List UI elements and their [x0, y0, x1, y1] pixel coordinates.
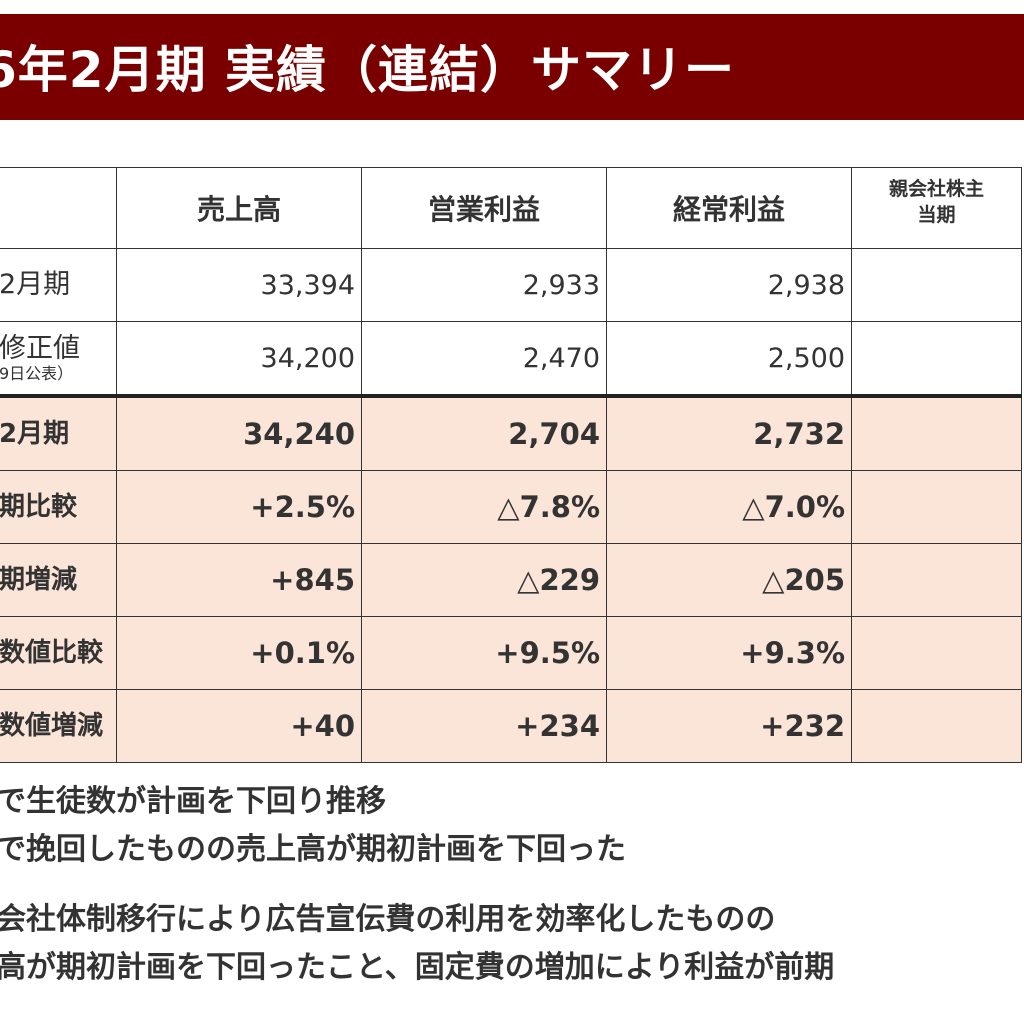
cell-operating-profit: △229 — [361, 543, 608, 617]
header-ordinary-profit: 経常利益 — [606, 167, 853, 249]
cell-ordinary-profit: △205 — [606, 543, 853, 617]
header-operating-profit: 営業利益 — [361, 167, 608, 249]
page-title: 6年2月期 実績（連結）サマリー — [0, 41, 735, 99]
cell-operating-profit: △7.8% — [361, 470, 608, 544]
cell-net-profit — [851, 394, 1022, 471]
cell-ordinary-profit: △7.0% — [606, 470, 853, 544]
cell-ordinary-profit: +9.3% — [606, 616, 853, 690]
cell-ordinary-profit: +232 — [606, 689, 853, 763]
title-banner: 6年2月期 実績（連結）サマリー — [0, 14, 1024, 120]
cell-operating-profit: +234 — [361, 689, 608, 763]
cell-sales: +40 — [116, 689, 363, 763]
header-net-profit-line1: 親会社株主 — [889, 178, 985, 200]
note-line: 高が期初計画を下回ったこと、固定費の増加により利益が前期 — [0, 950, 835, 985]
row-label: 数値比較 — [0, 616, 118, 690]
cell-net-profit — [851, 616, 1022, 690]
table-row: 2月期 34,240 2,704 2,732 — [0, 394, 1022, 471]
summary-table: 売上高 営業利益 経常利益 親会社株主 当期 2月期 33,394 2,933 … — [0, 167, 1022, 763]
cell-sales: 34,200 — [116, 321, 363, 397]
cell-operating-profit: 2,704 — [361, 394, 608, 471]
table-row: 数値比較 +0.1% +9.5% +9.3% — [0, 616, 1022, 690]
cell-ordinary-profit: 2,732 — [606, 394, 853, 471]
header-sales: 売上高 — [116, 167, 363, 249]
cell-ordinary-profit: 2,938 — [606, 248, 853, 322]
table-row: 期増減 +845 △229 △205 — [0, 543, 1022, 617]
table-row: 期比較 +2.5% △7.8% △7.0% — [0, 470, 1022, 544]
cell-net-profit — [851, 689, 1022, 763]
cell-operating-profit: 2,933 — [361, 248, 608, 322]
table-row: 数値増減 +40 +234 +232 — [0, 689, 1022, 763]
table-row: 2月期 33,394 2,933 2,938 — [0, 248, 1022, 322]
note-line: 会社体制移行により広告宣伝費の利用を効率化したものの — [0, 902, 776, 937]
cell-sales: 34,240 — [116, 394, 363, 471]
table-header-row: 売上高 営業利益 経常利益 親会社株主 当期 — [0, 167, 1022, 249]
note-line: で生徒数が計画を下回り推移 — [0, 784, 386, 819]
cell-ordinary-profit: 2,500 — [606, 321, 853, 397]
row-label: 期比較 — [0, 470, 118, 544]
header-net-profit-line2: 当期 — [917, 204, 956, 226]
cell-sales: +2.5% — [116, 470, 363, 544]
notes: で生徒数が計画を下回り推移 で挽回したものの売上高が期初計画を下回った 会社体制… — [0, 778, 834, 992]
cell-sales: +845 — [116, 543, 363, 617]
cell-net-profit — [851, 543, 1022, 617]
cell-net-profit — [851, 470, 1022, 544]
header-net-profit: 親会社株主 当期 — [851, 167, 1022, 249]
table-row: 修正値 9日公表） 34,200 2,470 2,500 — [0, 321, 1022, 397]
cell-sales: 33,394 — [116, 248, 363, 322]
header-blank — [0, 167, 118, 249]
row-label: 修正値 9日公表） — [0, 321, 118, 397]
cell-sales: +0.1% — [116, 616, 363, 690]
cell-net-profit — [851, 321, 1022, 397]
row-label: 期増減 — [0, 543, 118, 617]
cell-operating-profit: +9.5% — [361, 616, 608, 690]
row-label: 2月期 — [0, 248, 118, 322]
row-label: 2月期 — [0, 394, 118, 471]
row-label: 数値増減 — [0, 689, 118, 763]
cell-net-profit — [851, 248, 1022, 322]
note-line: で挽回したものの売上高が期初計画を下回った — [0, 832, 626, 867]
cell-operating-profit: 2,470 — [361, 321, 608, 397]
